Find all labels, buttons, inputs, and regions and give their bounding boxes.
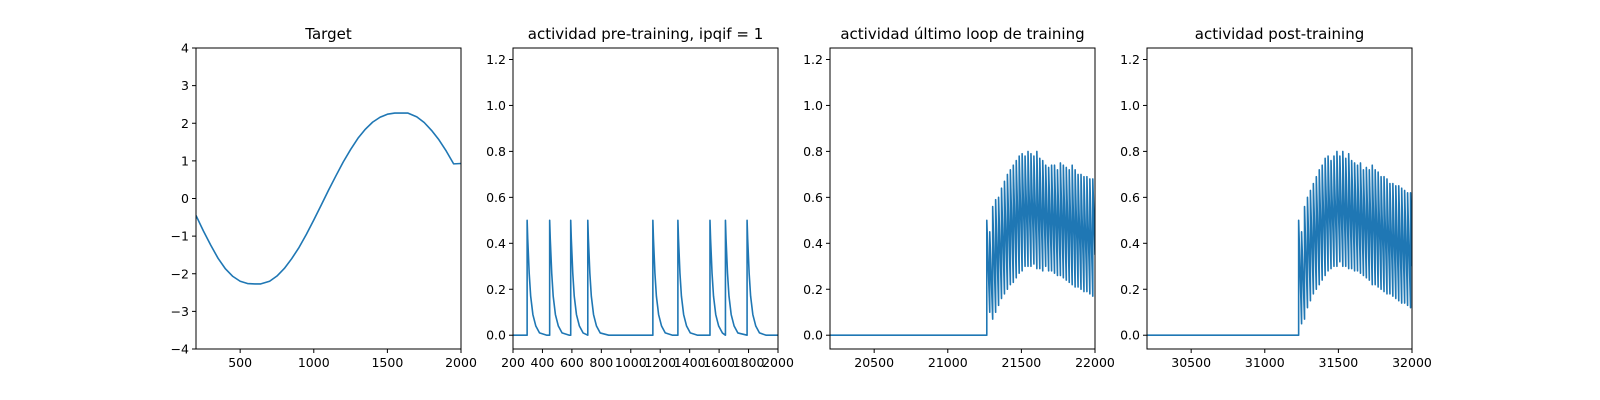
y-tick-label: 1.2 [486, 52, 506, 67]
x-tick-label: 31500 [1319, 355, 1359, 370]
x-tick-label: 31000 [1245, 355, 1285, 370]
x-tick-label: 22000 [1075, 355, 1115, 370]
y-tick-label: 0.4 [486, 236, 506, 251]
y-tick-label: 3 [181, 78, 189, 93]
y-tick-label: 0.2 [803, 282, 823, 297]
axes-frame [512, 47, 779, 350]
y-tick-label: 0.8 [803, 144, 823, 159]
y-tick-label: −1 [171, 229, 189, 244]
y-tick-label: 4 [181, 41, 189, 56]
x-tick-label: 600 [560, 355, 584, 370]
subplot-title: Target [304, 25, 352, 43]
y-tick-label: 0.4 [1120, 236, 1140, 251]
y-tick-label: 0.0 [803, 328, 823, 343]
x-tick-label: 32000 [1392, 355, 1432, 370]
data-line [1147, 150, 1412, 337]
x-tick-label: 800 [589, 355, 613, 370]
x-tick-label: 1400 [674, 355, 706, 370]
x-tick-label: 21500 [1002, 355, 1042, 370]
subplot-target: 500 1000 1500 2000 −4 −3 −2 −1 0 1 2 3 4 Target [171, 25, 477, 370]
y-tick-label: 0.8 [486, 144, 506, 159]
y-tick-label: 0.6 [1120, 190, 1140, 205]
y-tick-label: 1.2 [1120, 52, 1140, 67]
x-tick-label: 1500 [371, 355, 403, 370]
x-tick-label: 1800 [733, 355, 765, 370]
y-tick-label: 0.8 [1120, 144, 1140, 159]
y-tick-label: 0.0 [486, 328, 506, 343]
x-tick-label: 400 [531, 355, 555, 370]
data-line [513, 219, 778, 337]
y-tick-label: 0.6 [486, 190, 506, 205]
x-tick-label: 1200 [644, 355, 676, 370]
axes-frame [195, 47, 462, 350]
x-tick-label: 1000 [298, 355, 330, 370]
y-tick-label: 0 [181, 191, 189, 206]
x-tick-label: 1000 [615, 355, 647, 370]
y-tick-label: 1.0 [1120, 98, 1140, 113]
subplot-title: actividad post-training [1195, 25, 1364, 43]
subplot-last-training-loop: 20500 21000 21500 22000 0.0 0.2 0.4 0.6 0.8 1.0 1.… [803, 25, 1115, 370]
y-tick-label: 0.6 [803, 190, 823, 205]
subplot-title: actividad pre-training, ipqif = 1 [528, 25, 764, 43]
axes-frame [1146, 47, 1413, 350]
x-tick-label: 21000 [928, 355, 968, 370]
y-tick-label: 2 [181, 116, 189, 131]
y-tick-label: −3 [171, 304, 189, 319]
x-tick-label: 2000 [762, 355, 794, 370]
x-tick-label: 1600 [703, 355, 735, 370]
y-tick-label: 0.0 [1120, 328, 1140, 343]
y-tick-label: 0.4 [803, 236, 823, 251]
axes-frame [829, 47, 1096, 350]
x-tick-label: 20500 [854, 355, 894, 370]
subplot-post-training: 30500 31000 31500 32000 0.0 0.2 0.4 0.6 0.8 1.0 1.… [1120, 25, 1432, 370]
subplot-title: actividad último loop de training [840, 25, 1084, 43]
y-tick-label: 1 [181, 153, 189, 168]
y-tick-label: 1.0 [486, 98, 506, 113]
data-line [830, 150, 1095, 337]
y-tick-label: 0.2 [1120, 282, 1140, 297]
data-line [196, 112, 461, 285]
x-tick-label: 30500 [1171, 355, 1211, 370]
x-tick-label: 200 [501, 355, 525, 370]
y-tick-label: 1.0 [803, 98, 823, 113]
x-tick-label: 2000 [445, 355, 477, 370]
y-tick-label: −2 [171, 266, 189, 281]
y-tick-label: 1.2 [803, 52, 823, 67]
x-tick-label: 500 [228, 355, 252, 370]
y-tick-label: 0.2 [486, 282, 506, 297]
y-tick-label: −4 [171, 342, 189, 357]
